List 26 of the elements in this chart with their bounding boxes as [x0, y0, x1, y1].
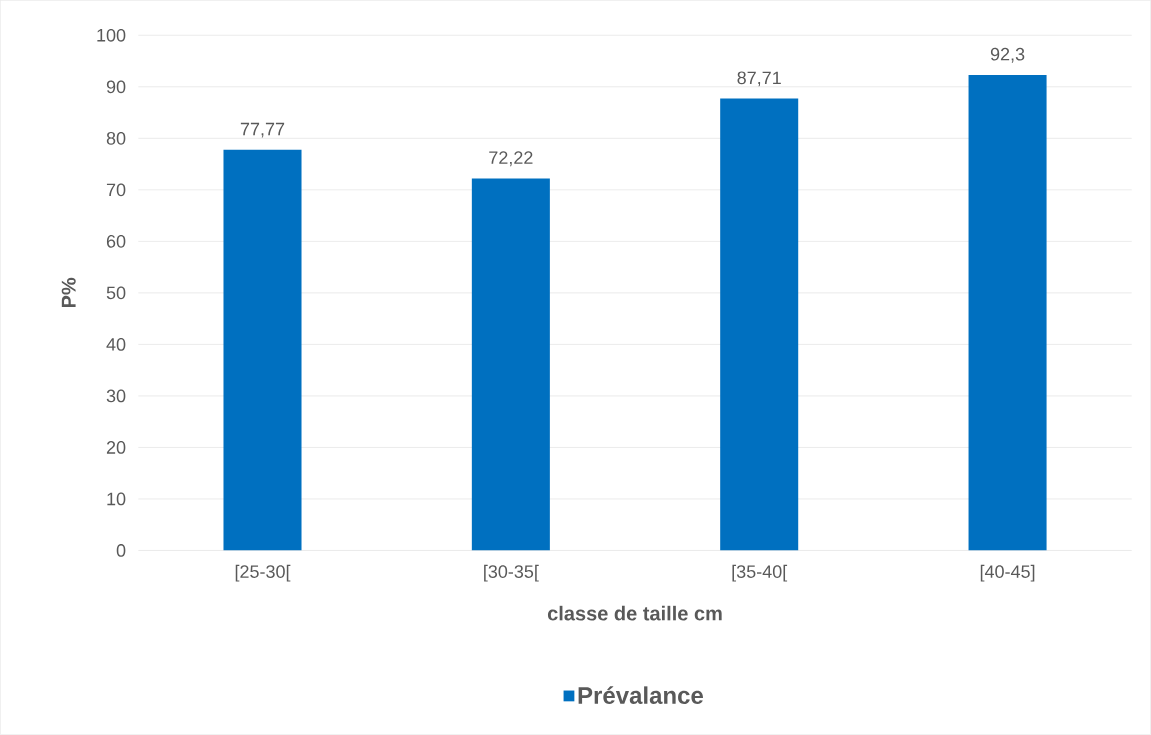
bar: [968, 75, 1047, 551]
legend-label: Prévalance: [578, 686, 703, 705]
y-tick-label: 20: [106, 441, 126, 454]
data-label: 72,22: [489, 151, 533, 167]
y-tick-label: 40: [106, 338, 126, 351]
y-tick-label: 100: [97, 28, 126, 42]
y-tick-label: 90: [106, 80, 126, 94]
y-tick-label: 70: [106, 183, 126, 197]
y-tick-label: 30: [106, 389, 126, 403]
y-tick-label: 60: [106, 235, 126, 248]
bar: [223, 149, 302, 551]
bar: [720, 98, 799, 551]
x-tick-label: [30-35[: [484, 564, 539, 582]
x-axis-title: classe de taille cm: [547, 605, 722, 621]
x-tick-label: [40-45]: [980, 564, 1035, 582]
data-label: 87,71: [737, 71, 781, 87]
y-tick-label: 50: [106, 286, 126, 300]
x-tick-label: [25-30[: [235, 564, 291, 582]
data-label: 92,3: [990, 47, 1025, 63]
bar: [471, 178, 550, 551]
data-label: 77,77: [240, 122, 285, 138]
x-tick-label: [35-40[: [732, 564, 788, 582]
y-tick-label: 80: [106, 132, 126, 145]
y-axis-title: P%: [61, 277, 76, 308]
y-tick-label: 10: [107, 492, 126, 506]
y-tick-label: 0: [116, 544, 126, 557]
